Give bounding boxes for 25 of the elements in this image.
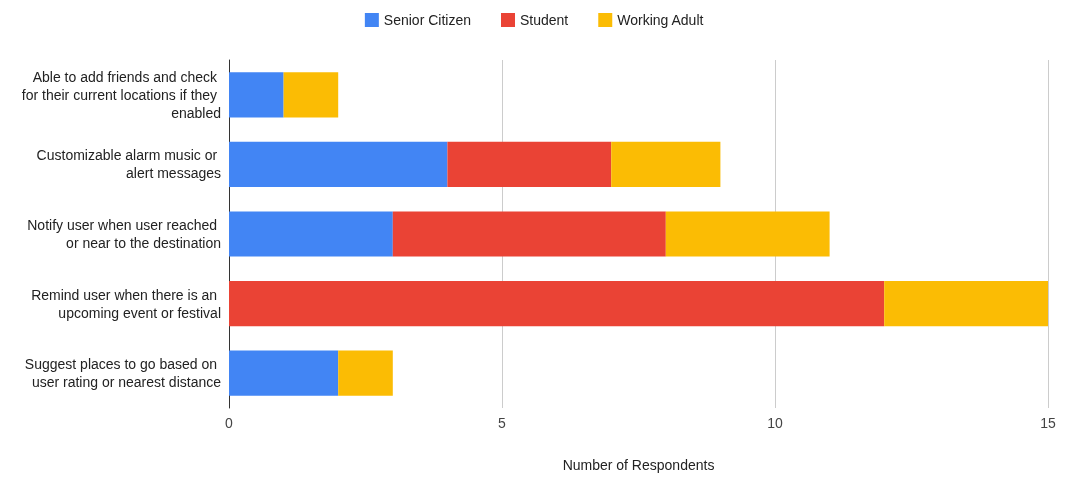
bar — [229, 211, 393, 257]
bar — [229, 350, 339, 396]
x-tick-label: 10 — [767, 415, 783, 431]
bar — [392, 211, 666, 257]
y-tick-label: Remind user when there is an upcoming event or festival — [31, 286, 221, 321]
bar — [611, 141, 721, 188]
bar — [229, 72, 284, 118]
x-tick-label: 0 — [225, 415, 234, 431]
y-tick-label: Customizable alarm music or alert messages — [36, 147, 221, 182]
bar — [229, 141, 448, 188]
x-axis-title: Number of Respondents — [562, 457, 715, 473]
y-tick-label: Suggest places to go based on user rating or nearest distance — [24, 356, 222, 391]
bar — [229, 280, 885, 327]
bar — [884, 280, 1048, 327]
bar — [665, 211, 830, 257]
legend-label: Working Adult — [617, 12, 704, 28]
y-tick-label: Able to add friends and check for their current locations if they enabled — [21, 68, 221, 121]
x-tick-label: 5 — [498, 415, 507, 431]
legend-label: Student — [520, 12, 569, 28]
x-tick-label: 15 — [1040, 415, 1056, 431]
y-tick-label: Notify user when user reached or near to the destination — [27, 217, 221, 251]
legend-label: Senior Citizen — [383, 12, 471, 28]
bar — [283, 72, 339, 118]
bar — [338, 350, 393, 396]
bar — [447, 141, 612, 188]
